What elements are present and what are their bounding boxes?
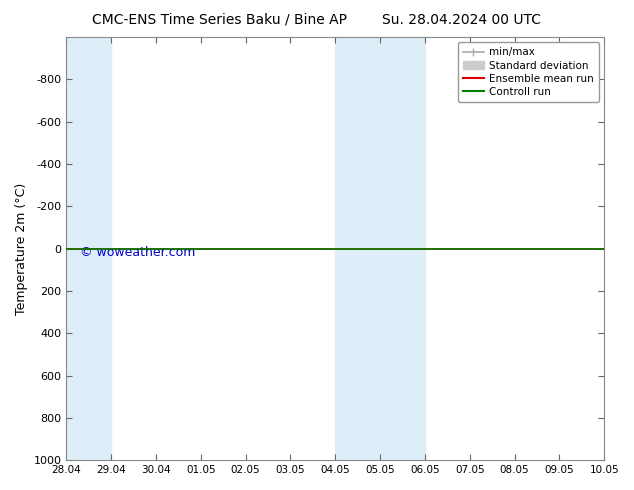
Bar [67, 37, 111, 460]
Bar [335, 37, 425, 460]
Legend: min/max, Standard deviation, Ensemble mean run, Controll run: min/max, Standard deviation, Ensemble me… [458, 42, 599, 102]
Text: © woweather.com: © woweather.com [80, 246, 195, 259]
Text: CMC-ENS Time Series Baku / Bine AP        Su. 28.04.2024 00 UTC: CMC-ENS Time Series Baku / Bine AP Su. 2… [93, 12, 541, 26]
Y-axis label: Temperature 2m (°C): Temperature 2m (°C) [15, 182, 28, 315]
